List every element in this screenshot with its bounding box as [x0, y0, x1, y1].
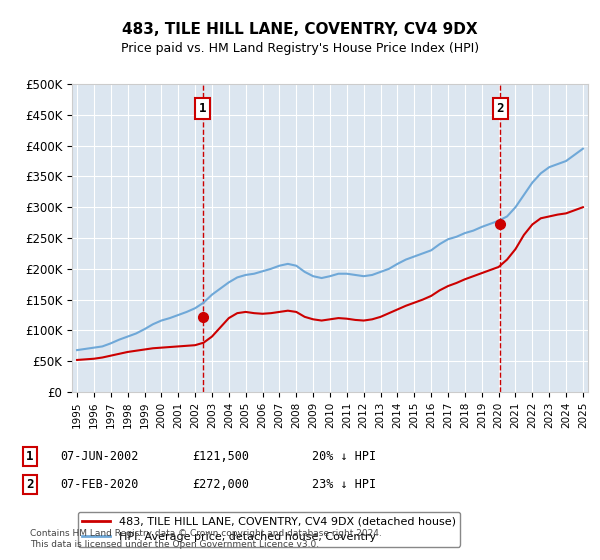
Text: 1: 1	[199, 102, 206, 115]
Text: 20% ↓ HPI: 20% ↓ HPI	[312, 450, 376, 463]
Text: Price paid vs. HM Land Registry's House Price Index (HPI): Price paid vs. HM Land Registry's House …	[121, 42, 479, 55]
Text: 23% ↓ HPI: 23% ↓ HPI	[312, 478, 376, 491]
Text: Contains HM Land Registry data © Crown copyright and database right 2024.
This d: Contains HM Land Registry data © Crown c…	[30, 529, 382, 549]
Text: 2: 2	[26, 478, 34, 491]
Text: £121,500: £121,500	[192, 450, 249, 463]
Text: 07-FEB-2020: 07-FEB-2020	[60, 478, 139, 491]
Text: 1: 1	[26, 450, 34, 463]
Text: £272,000: £272,000	[192, 478, 249, 491]
Text: 07-JUN-2002: 07-JUN-2002	[60, 450, 139, 463]
Text: 2: 2	[497, 102, 504, 115]
Legend: 483, TILE HILL LANE, COVENTRY, CV4 9DX (detached house), HPI: Average price, det: 483, TILE HILL LANE, COVENTRY, CV4 9DX (…	[77, 512, 460, 547]
Text: 483, TILE HILL LANE, COVENTRY, CV4 9DX: 483, TILE HILL LANE, COVENTRY, CV4 9DX	[122, 22, 478, 38]
